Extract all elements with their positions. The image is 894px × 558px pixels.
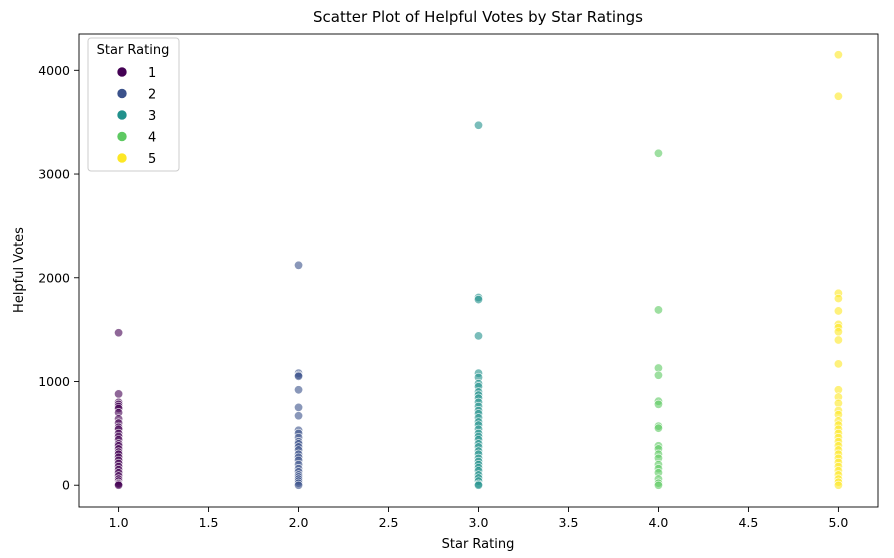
legend-entry-label: 1 [148,66,156,81]
x-tick-label: 1.5 [199,515,219,530]
legend-marker [116,131,128,142]
scatter-point [473,480,483,490]
y-axis-label: Helpful Votes [12,227,27,313]
scatter-point [294,402,304,412]
y-axis: 0 1000 2000 3000 4000 [38,63,79,493]
x-tick-label: 3.0 [469,515,489,530]
scatter-point [294,385,304,395]
legend-marker [116,109,128,121]
y-tick-label: 4000 [38,63,70,78]
scatter-point [653,148,663,158]
scatter-point [473,331,483,341]
scatter-point [473,295,483,305]
legend-title: Star Rating [97,43,170,58]
scatter-point [114,389,124,399]
scatter-point [833,294,843,304]
scatter-point [833,327,843,337]
scatter-point [653,370,663,380]
x-tick-label: 5.0 [828,515,848,530]
x-tick-label: 4.0 [649,515,669,530]
scatter-point [294,411,304,421]
scatter-point [653,399,663,409]
legend-box [87,37,180,172]
scatter-point [653,480,663,490]
scatter-point [294,480,304,490]
scatter-point [833,480,843,490]
legend-entry-label: 3 [148,109,156,124]
x-tick-label: 1.0 [109,515,129,530]
scatter-point [114,480,124,490]
legend-entry-label: 5 [148,152,156,167]
scatter-point [833,335,843,345]
x-tick-label: 2.0 [289,515,309,530]
y-tick-label: 0 [62,478,70,493]
legend-entry-label: 4 [148,131,156,146]
scatter-point [833,359,843,369]
scatter-point [653,423,663,433]
scatter-point [473,120,483,130]
x-axis-label: Star Rating [442,537,515,552]
y-tick-label: 3000 [38,167,70,182]
scatter-point [833,91,843,101]
x-tick-label: 2.5 [379,515,399,530]
legend-marker [116,88,128,99]
plot-area [114,50,843,490]
legend-entry-label: 2 [148,88,156,103]
y-tick-label: 1000 [38,374,70,389]
scatter-point [294,371,304,381]
scatter-point [833,306,843,316]
scatter-point [114,328,124,338]
chart-title: Scatter Plot of Helpful Votes by Star Ra… [313,8,643,26]
scatter-point [294,260,304,270]
x-tick-label: 4.5 [738,515,758,530]
y-tick-label: 2000 [38,270,70,285]
legend-marker [116,152,128,164]
scatter-point [653,305,663,315]
legend: Star Rating 1 2 3 4 5 [87,37,180,172]
x-tick-label: 3.5 [559,515,579,530]
x-axis: 1.0 1.5 2.0 2.5 3.0 3.5 4.0 4.5 5.0 [109,507,848,530]
scatter-point [833,50,843,60]
legend-marker [116,66,128,78]
